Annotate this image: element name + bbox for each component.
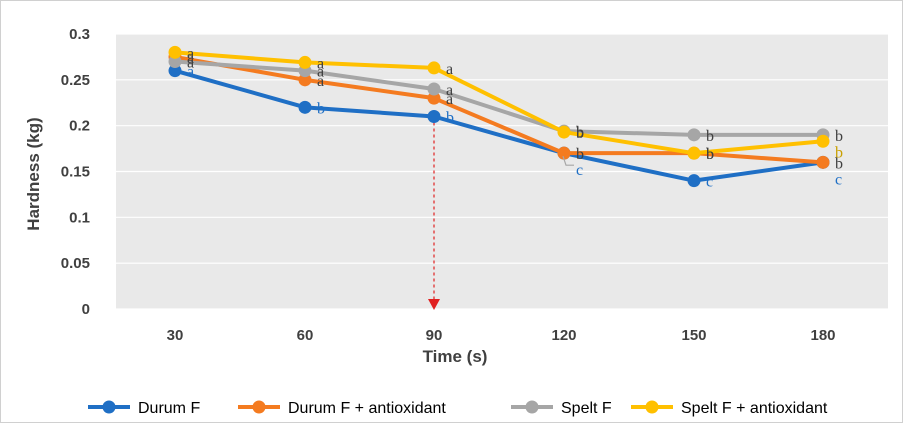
point-label-1-3: b <box>576 146 584 163</box>
legend-label-1: Durum F + antioxidant <box>288 400 446 417</box>
point-label-1-0: a <box>187 50 194 67</box>
legend-label-2: Spelt F <box>561 400 612 417</box>
y-tick-label-1: 0.05 <box>61 255 90 272</box>
point-label-2-2: a <box>446 82 453 99</box>
series-3-point-4 <box>687 146 701 160</box>
point-label-2-4: b <box>706 128 714 145</box>
point-label-0-5: c <box>835 171 842 188</box>
point-label-2-0: a <box>187 55 194 72</box>
series-3-point-5 <box>816 134 830 148</box>
series-2-point-4 <box>687 128 701 142</box>
point-label-3-4: b <box>706 146 714 163</box>
series-group <box>168 45 830 188</box>
point-label-0-1: b <box>317 100 325 117</box>
series-0-point-1 <box>298 100 312 114</box>
series-2-point-2 <box>427 82 441 96</box>
series-1-point-3 <box>557 146 571 160</box>
y-axis-ticks: 0 0.05 0.1 0.15 0.2 0.25 0.3 <box>61 26 90 318</box>
series-1-point-2 <box>427 91 441 105</box>
point-label-3-1: a <box>317 55 324 72</box>
x-tick-label-2: 90 <box>426 327 443 344</box>
point-label-3-5: b <box>835 144 843 161</box>
legend-swatch-marker-0 <box>102 400 116 414</box>
series-1-point-1 <box>298 73 312 87</box>
point-label-1-5: b <box>835 155 843 172</box>
legend-label-0: Durum F <box>138 400 200 417</box>
series-0-point-4 <box>687 174 701 188</box>
series-2-point-0 <box>168 55 182 68</box>
series-line-1 <box>174 54 824 165</box>
point-label-0-4: c <box>706 174 713 191</box>
x-tick-label-5: 180 <box>810 327 835 344</box>
series-0-point-0 <box>168 64 182 78</box>
legend-swatch-marker-2 <box>525 400 539 414</box>
point-label-3-0: a <box>187 45 194 62</box>
x-tick-label-4: 150 <box>681 327 706 344</box>
y-axis-title: Hardness (kg) <box>24 117 43 230</box>
series-3-point-3 <box>557 125 571 139</box>
series-line-3 <box>174 50 824 156</box>
point-label-2-3: b <box>576 124 584 141</box>
x-tick-label-0: 30 <box>167 327 184 344</box>
series-line-2 <box>174 59 823 137</box>
point-label-2-5: b <box>835 128 843 145</box>
x-axis-title: Time (s) <box>423 347 488 366</box>
y-tick-label-6: 0.3 <box>69 26 90 43</box>
point-label-3-2: a <box>446 61 453 78</box>
legend-label-3: Spelt F + antioxidant <box>681 400 828 417</box>
x-tick-label-3: 120 <box>551 327 576 344</box>
series-1-point-5 <box>816 155 830 169</box>
point-label-0-0: a <box>187 64 194 81</box>
y-tick-label-2: 0.1 <box>69 209 90 226</box>
point-label-0-3: c <box>576 162 583 179</box>
time-marker-arrow <box>428 122 440 310</box>
x-tick-label-1: 60 <box>297 327 314 344</box>
point-label-1-2: a <box>446 91 453 108</box>
series-0-point-2 <box>427 110 441 123</box>
x-axis-ticks: 30 60 90 120 150 180 <box>167 327 836 344</box>
legend-swatch-marker-3 <box>645 400 659 414</box>
y-tick-label-5: 0.25 <box>61 72 90 89</box>
point-label-1-4: b <box>706 146 714 163</box>
series-3-point-1 <box>298 55 312 69</box>
series-line-0 <box>174 68 824 183</box>
series-3-point-2 <box>427 61 441 75</box>
point-label-0-2: b <box>446 110 454 127</box>
legend-swatch-marker-1 <box>252 400 266 414</box>
leader-line-0-3 <box>562 155 574 166</box>
legend: Durum F Durum F + antioxidant Spelt F Spelt… <box>88 400 828 417</box>
series-3-point-0 <box>168 45 182 59</box>
point-label-3-3: b <box>576 125 584 142</box>
point-label-2-1: a <box>317 64 324 81</box>
y-tick-label-4: 0.2 <box>69 118 90 135</box>
y-tick-label-3: 0.15 <box>61 164 90 181</box>
point-label-1-1: a <box>317 73 324 90</box>
marker-arrow-head <box>428 299 440 310</box>
y-tick-label-0: 0 <box>82 301 90 318</box>
